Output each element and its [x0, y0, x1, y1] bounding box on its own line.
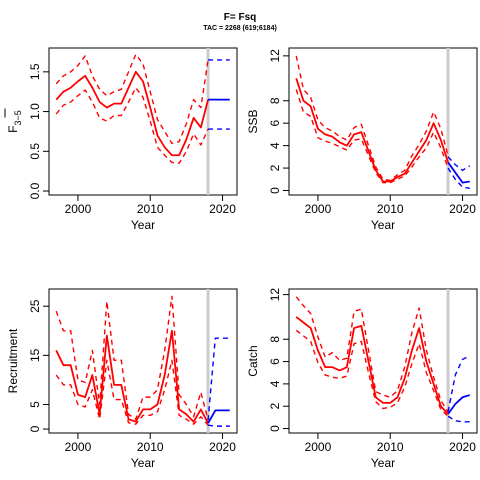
catch-series-projection-dashed: [447, 415, 470, 423]
f-bar-x-tick-label: 2010: [137, 202, 164, 216]
f-bar-series-assessment-dashed: [55, 53, 209, 145]
catch-frame: [288, 288, 478, 434]
f-bar-y-tick-label: 1.0: [28, 103, 42, 120]
ssb-y-tick-label: 4: [268, 142, 282, 149]
f-bar-y-tick-label: 0.5: [28, 143, 42, 160]
f-bar-y-tick-label: 1.5: [28, 63, 42, 80]
recruitment-series-assessment-dashed: [55, 359, 209, 426]
ssb-x-tick-label: 2020: [449, 202, 476, 216]
ssb-series-projection-dashed: [447, 167, 470, 189]
ssb-series-assessment-dashed: [295, 89, 449, 184]
f-bar-frame: [48, 47, 238, 196]
f-bar-x-axis-label: Year: [131, 218, 155, 232]
ssb-y-tick-label: 2: [268, 164, 282, 171]
catch-y-tick-label: 8: [268, 336, 282, 343]
catch-y-axis-label: Catch: [246, 345, 260, 376]
panel-catch: 2000 2010 2020 0 2 4 6 8 12 Year Catch: [246, 288, 478, 470]
ssb-frame: [288, 47, 478, 196]
ssb-y-tick-label: 8: [268, 97, 282, 104]
f-bar-y-tick-label: 0.0: [28, 182, 42, 199]
recruitment-x-tick-label: 2010: [137, 440, 164, 454]
recruitment-x-axis-label: Year: [131, 456, 155, 470]
catch-y-tick-label: 2: [268, 403, 282, 410]
f-bar-y-axis-label: F3−5: [6, 110, 23, 133]
panel-f-bar: 2000 2010 2020 0.0 0.5 1.0 1.5 Year F3−5: [4, 47, 238, 232]
catch-y-tick-label: 12: [268, 288, 282, 302]
f-bar-x-tick-label: 2020: [209, 202, 236, 216]
f-bar-x-tick-label: 2000: [65, 202, 92, 216]
recruitment-series-projection-dashed: [207, 424, 230, 427]
recruitment-series-projection-solid: [207, 409, 230, 424]
f-bar-series-assessment-solid: [55, 70, 209, 157]
recruitment-y-tick-label: 25: [28, 299, 42, 313]
recruitment-x-tick-label: 2020: [209, 440, 236, 454]
catch-x-tick-label: 2010: [377, 440, 404, 454]
f-bar-y-axis-label-main: F: [6, 125, 20, 132]
catch-series-assessment-dashed: [295, 329, 449, 417]
recruitment-frame: [48, 288, 238, 434]
panel-ssb: 2000 2010 2020 0 2 4 6 8 12 Year SSB: [246, 47, 478, 232]
catch-y-tick-label: 4: [268, 380, 282, 387]
ssb-y-tick-label: 0: [268, 187, 282, 194]
recruitment-y-axis-label: Recruitment: [6, 328, 20, 393]
catch-series-assessment-dashed: [295, 296, 449, 413]
catch-series-projection-dashed: [447, 355, 471, 412]
recruitment-series-projection-dashed: [207, 337, 230, 421]
catch-x-tick-label: 2000: [305, 440, 332, 454]
catch-series-assessment-solid: [295, 316, 449, 415]
recruitment-y-tick-label: 0: [28, 425, 42, 432]
catch-x-tick-label: 2020: [449, 440, 476, 454]
catch-x-axis-label: Year: [371, 456, 395, 470]
ssb-y-tick-label: 6: [268, 120, 282, 127]
ssb-x-tick-label: 2000: [305, 202, 332, 216]
recruitment-series-assessment-solid: [55, 329, 209, 424]
recruitment-x-tick-label: 2000: [65, 440, 92, 454]
catch-y-tick-label: 6: [268, 358, 282, 365]
recruitment-y-tick-label: 5: [28, 401, 42, 408]
figure-title: F= Fsq: [224, 12, 257, 23]
f-bar-y-axis-label-sub: 3−5: [13, 110, 23, 125]
ssb-series-assessment-solid: [295, 78, 449, 183]
catch-y-tick-label: 0: [268, 425, 282, 432]
ssb-x-axis-label: Year: [371, 218, 395, 232]
panel-recruitment: 2000 2010 2020 0 5 15 25 Year Recruitment: [6, 288, 238, 470]
figure-subtitle: TAC = 2268 (619;6184): [203, 25, 277, 32]
recruitment-series-assessment-dashed: [55, 295, 209, 421]
catch-series-projection-solid: [447, 394, 471, 415]
ssb-y-axis-label: SSB: [246, 109, 260, 133]
ssb-y-tick-label: 12: [268, 49, 282, 63]
ssb-series-projection-solid: [447, 161, 470, 184]
ssb-series-assessment-dashed: [295, 55, 449, 182]
recruitment-y-tick-label: 15: [28, 348, 42, 362]
ssb-x-tick-label: 2010: [377, 202, 404, 216]
